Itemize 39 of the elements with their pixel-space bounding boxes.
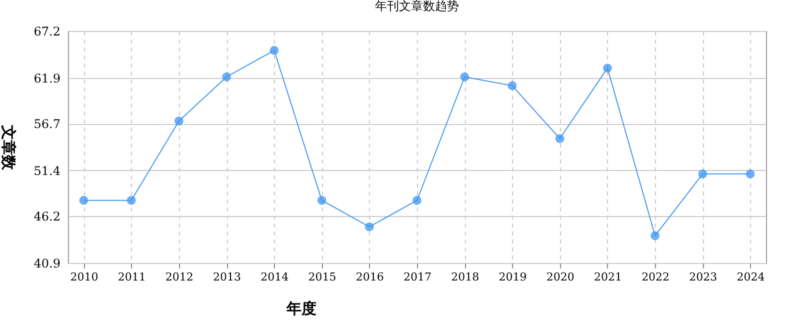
point [508, 81, 517, 90]
y-axis-title: 文章数 [0, 124, 18, 171]
y-tick-label: 51.4 [34, 164, 61, 178]
point [270, 46, 279, 55]
point [698, 169, 708, 178]
point [364, 222, 374, 232]
point [222, 72, 232, 82]
point [460, 72, 470, 82]
y-tick-label: 40.9 [34, 256, 60, 270]
point [79, 196, 88, 205]
x-tick-label: 2019 [498, 270, 527, 284]
x-tick-label: 2023 [689, 270, 718, 284]
point [746, 169, 755, 178]
y-tick-label: 56.7 [34, 117, 60, 132]
x-tick-label: 2016 [356, 270, 384, 284]
x-tick-label: 2015 [308, 270, 336, 284]
x-tick-label: 2022 [642, 270, 670, 284]
point [555, 134, 564, 144]
x-tick-label: 2011 [118, 270, 146, 284]
y-tick-label: 67.2 [34, 24, 60, 38]
point [317, 196, 326, 205]
x-tick-label: 2017 [404, 270, 432, 284]
x-tick-label: 2020 [546, 270, 574, 284]
x-tick-label: 2013 [213, 270, 242, 284]
x-tick-label: 2014 [260, 270, 289, 284]
point [602, 64, 612, 73]
x-tick-label: 2012 [165, 270, 194, 284]
x-axis-title: 年度 [286, 300, 316, 318]
x-tick-label: 2018 [451, 270, 480, 284]
chart-title: 年刊文章数趋势 [375, 0, 459, 13]
x-tick-label: 2010 [70, 270, 98, 284]
point [126, 196, 136, 205]
x-tick-label: 2021 [594, 270, 622, 284]
x-tick-label: 2024 [736, 270, 765, 284]
y-tick-label: 46.2 [34, 210, 60, 224]
y-tick-label: 61.9 [34, 71, 60, 86]
point [412, 196, 422, 205]
point [174, 116, 184, 126]
point [650, 231, 660, 240]
